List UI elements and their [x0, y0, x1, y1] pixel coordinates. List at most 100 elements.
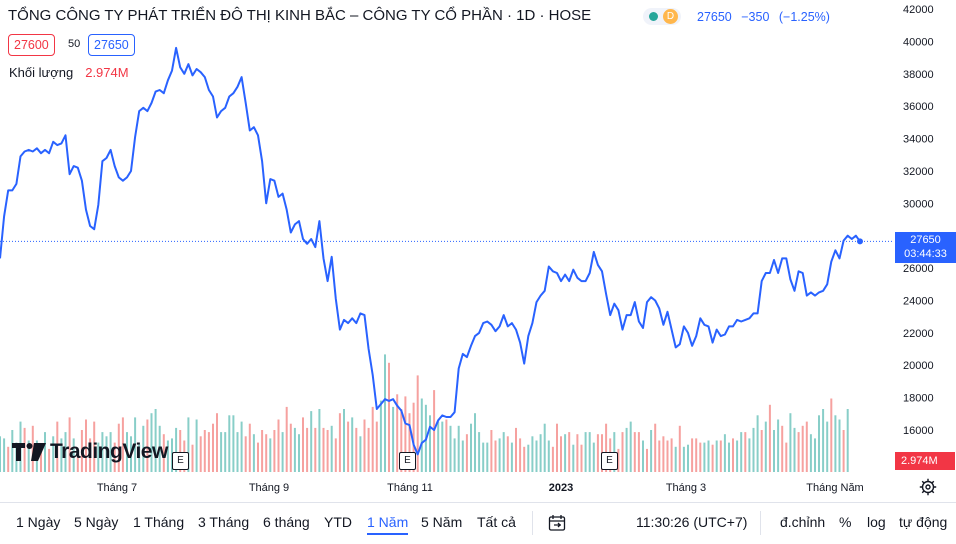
- range-1y[interactable]: 1 Năm: [367, 514, 409, 535]
- auto-scale-button[interactable]: tự động: [899, 514, 948, 530]
- toolbar-divider: [760, 511, 761, 535]
- volume-bar: [277, 419, 280, 472]
- price-tick-label: 34000: [903, 134, 934, 146]
- volume-bar: [240, 421, 243, 472]
- volume-bar: [515, 427, 517, 472]
- price-line: [0, 46, 861, 456]
- volume-bar: [605, 423, 608, 472]
- volume-bar: [498, 438, 501, 472]
- last-price: 27650: [697, 10, 732, 24]
- volume-bar: [56, 421, 59, 472]
- volume-bar: [367, 427, 370, 472]
- settings-gear-icon[interactable]: [919, 478, 937, 496]
- volume-bar: [535, 440, 538, 472]
- time-tick-label: Tháng 11: [387, 482, 433, 494]
- volume-bar: [93, 421, 96, 472]
- sell-button[interactable]: 27600: [8, 34, 55, 56]
- volume-bar: [723, 434, 726, 472]
- percent-scale-button[interactable]: %: [839, 514, 852, 530]
- volume-bar: [392, 406, 395, 472]
- volume-bar: [400, 409, 403, 472]
- range-all[interactable]: Tất cả: [477, 514, 516, 530]
- range-1m[interactable]: 1 Tháng: [133, 514, 185, 530]
- symbol-title[interactable]: TỔNG CÔNG TY PHÁT TRIỂN ĐÔ THỊ KINH BẮC …: [8, 7, 592, 24]
- volume-bar: [596, 434, 599, 472]
- volume-bar: [64, 432, 67, 472]
- volume-bar: [748, 438, 751, 472]
- range-5d[interactable]: 5 Ngày: [74, 514, 119, 530]
- volume-bar: [650, 430, 653, 472]
- earnings-flag[interactable]: E: [399, 452, 416, 470]
- volume-bar: [97, 442, 100, 472]
- volume-bar: [551, 446, 554, 472]
- range-ytd[interactable]: YTD: [324, 514, 352, 530]
- volume-bar: [592, 442, 595, 472]
- volume-bar: [588, 432, 591, 472]
- volume-bar: [236, 432, 239, 472]
- volume-legend[interactable]: Khối lượng 2.974M: [9, 65, 129, 80]
- volume-bar: [121, 417, 124, 472]
- clock-timezone[interactable]: 11:30:26 (UTC+7): [636, 514, 748, 530]
- range-5y[interactable]: 5 Năm: [421, 514, 463, 530]
- volume-bar: [228, 415, 231, 472]
- volume-bar: [3, 438, 6, 472]
- volume-bar: [576, 434, 579, 472]
- volume-bar: [621, 432, 624, 472]
- volume-bar: [560, 436, 562, 472]
- volume-bar: [314, 427, 317, 472]
- volume-bar: [27, 440, 30, 472]
- volume-bar: [740, 432, 743, 472]
- volume-bar: [130, 436, 132, 472]
- volume-bar: [441, 421, 444, 472]
- volume-bar: [678, 425, 681, 472]
- volume-bar: [80, 430, 83, 472]
- volume-bar: [478, 432, 481, 472]
- range-1d[interactable]: 1 Ngày: [16, 514, 61, 530]
- volume-bar: [166, 440, 169, 472]
- volume-bar: [109, 432, 112, 472]
- volume-bar: [736, 440, 739, 472]
- volume-bar: [281, 432, 284, 472]
- adjust-button[interactable]: đ.chỉnh: [780, 514, 826, 530]
- volume-bar: [572, 444, 575, 472]
- price-tick-label: 32000: [903, 166, 934, 178]
- price-change: −350: [741, 10, 770, 24]
- price-tick-label: 30000: [903, 198, 934, 210]
- volume-bar: [310, 411, 313, 472]
- price-tick-label: 16000: [903, 425, 934, 437]
- volume-bar: [269, 438, 272, 472]
- volume-bar: [658, 440, 661, 472]
- volume-bar: [289, 423, 292, 472]
- volume-bar: [179, 430, 182, 472]
- volume-bar: [838, 419, 841, 472]
- price-tick-label: 36000: [903, 101, 934, 113]
- earnings-flag[interactable]: E: [601, 452, 618, 470]
- buy-button[interactable]: 27650: [88, 34, 135, 56]
- volume-bar: [728, 442, 730, 472]
- volume-bar: [687, 444, 689, 472]
- tradingview-logo[interactable]: TradingView: [12, 440, 168, 464]
- market-status[interactable]: D: [643, 8, 681, 25]
- price-tick-label: 38000: [903, 69, 934, 81]
- volume-bar: [449, 425, 452, 472]
- logo-text: TradingView: [50, 440, 168, 463]
- volume-bar: [162, 434, 165, 472]
- volume-bar: [429, 415, 431, 472]
- volume-bar: [670, 438, 673, 472]
- earnings-flag[interactable]: E: [172, 452, 189, 470]
- volume-bar: [789, 413, 792, 472]
- volume-bar: [322, 427, 325, 472]
- volume-bar: [777, 419, 780, 472]
- log-scale-button[interactable]: log: [867, 514, 886, 530]
- range-6m[interactable]: 6 tháng: [263, 514, 310, 530]
- range-3m[interactable]: 3 Tháng: [198, 514, 250, 530]
- volume-bar: [89, 438, 92, 472]
- volume-bar: [814, 438, 816, 472]
- date-range-icon[interactable]: [548, 514, 566, 532]
- volume-bar: [175, 427, 178, 472]
- volume-bar: [404, 396, 407, 472]
- volume-bar: [113, 442, 116, 472]
- volume-bar: [101, 432, 104, 472]
- volume-bar: [785, 442, 788, 472]
- volume-bar: [371, 406, 374, 472]
